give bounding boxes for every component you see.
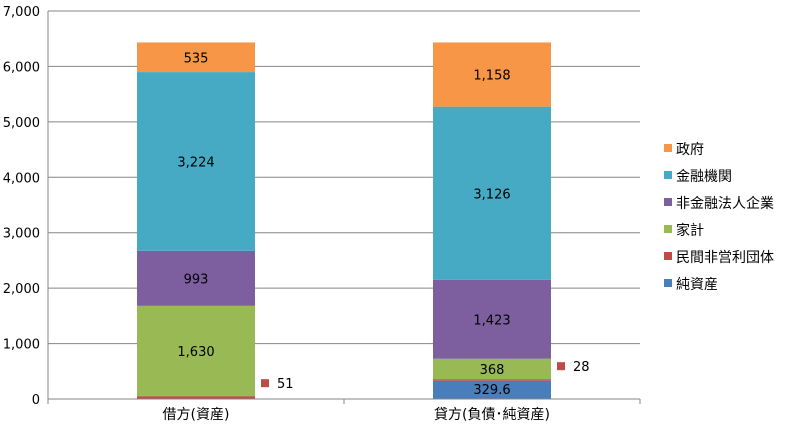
legend-label: 家計 <box>676 222 704 239</box>
data-label: 28 <box>573 360 590 375</box>
bar-segment <box>137 396 255 399</box>
legend-label: 非金融法人企業 <box>676 195 774 212</box>
bar-segment <box>137 250 255 306</box>
legend-label: 政府 <box>676 142 704 158</box>
data-label: 3,224 <box>177 155 214 170</box>
data-label: 993 <box>184 272 209 287</box>
x-tick-label: 貸方(負債･純資産) <box>434 407 550 423</box>
legend-label: 純資産 <box>676 277 718 293</box>
bar-segment <box>433 380 551 399</box>
data-label: 3,126 <box>473 187 510 202</box>
x-tick-label: 借方(資産) <box>163 407 230 423</box>
y-tick-label: 4,000 <box>3 171 40 186</box>
legend-label: 民間非営利団体 <box>676 250 774 266</box>
bar-segment <box>433 379 551 381</box>
data-label: 1,423 <box>473 313 510 328</box>
y-tick-label: 7,000 <box>3 5 40 20</box>
y-tick-label: 5,000 <box>3 116 40 131</box>
data-label: 1,158 <box>473 69 510 84</box>
bars <box>137 42 551 399</box>
y-tick-label: 6,000 <box>3 60 40 75</box>
axes <box>47 11 641 404</box>
legend-swatch <box>664 225 672 233</box>
data-label: 535 <box>184 51 209 66</box>
legend-swatch <box>664 279 672 287</box>
y-tick-label: 2,000 <box>3 282 40 297</box>
y-tick-label: 3,000 <box>3 227 40 242</box>
data-label: 329.6 <box>473 383 510 398</box>
y-tick-label: 1,000 <box>3 338 40 353</box>
y-axis-tick-labels: 0 1,000 2,000 3,000 4,000 5,000 6,000 7,000 <box>3 5 40 408</box>
data-label: 1,630 <box>177 345 214 360</box>
legend-label: 金融機関 <box>676 169 732 185</box>
bar-segment <box>137 42 255 73</box>
x-axis-category-labels: 借方(資産) 貸方(負債･純資産) <box>163 407 550 423</box>
bar-segment <box>433 279 551 359</box>
bar-segment <box>433 42 551 107</box>
data-label-marker <box>557 362 565 371</box>
legend-swatch <box>664 144 672 152</box>
legend-swatch <box>664 171 672 179</box>
legend-swatch <box>664 252 672 260</box>
data-label: 51 <box>277 377 294 392</box>
bar-segment <box>433 106 551 280</box>
data-label: 368 <box>480 363 505 378</box>
bar-segment <box>433 358 551 380</box>
gridlines <box>48 10 640 345</box>
bar-segment <box>137 305 255 397</box>
bar-segment <box>137 72 255 251</box>
y-tick-label: 0 <box>32 393 40 408</box>
data-label-marker <box>261 379 269 388</box>
legend-swatch <box>664 198 672 206</box>
data-labels: 51 1,630 993 3,224 535 329.6 28 368 1,423 3,126 1,… <box>177 51 589 398</box>
